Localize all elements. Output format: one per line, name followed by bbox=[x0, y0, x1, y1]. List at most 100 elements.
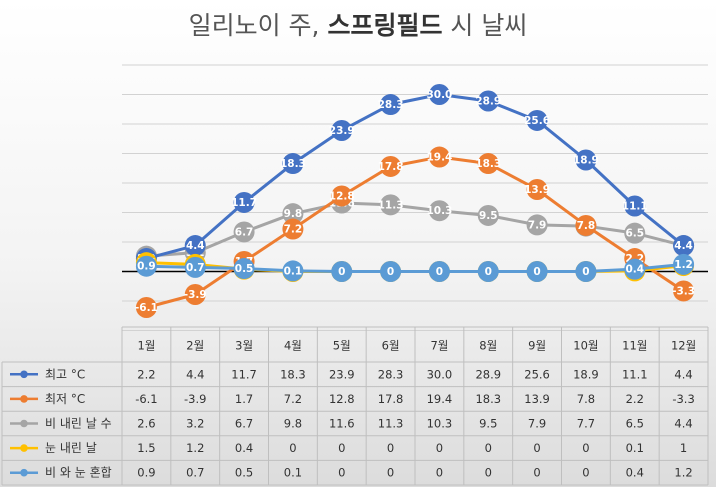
table-cell: 19.4 bbox=[427, 392, 453, 406]
table-cell: 6.7 bbox=[235, 417, 253, 431]
data-label: 7.9 bbox=[528, 219, 547, 231]
data-label: 28.9 bbox=[475, 95, 501, 107]
table-cell: 11.1 bbox=[622, 367, 648, 381]
table-cell: 7.2 bbox=[284, 392, 302, 406]
data-point bbox=[477, 261, 499, 282]
tick-label: 6월 bbox=[382, 339, 400, 353]
data-point bbox=[380, 155, 402, 177]
table-cell: 1.2 bbox=[674, 466, 692, 480]
table-cell: 7.8 bbox=[577, 392, 595, 406]
data-point bbox=[526, 214, 548, 236]
data-label: 10.3 bbox=[426, 205, 452, 217]
data-point bbox=[575, 214, 597, 236]
table-cell: 0.4 bbox=[626, 466, 644, 480]
series-layer: 2.63.26.79.811.611.310.39.57.97.76.54.4-… bbox=[135, 84, 695, 318]
legend-key-marker bbox=[20, 370, 28, 379]
chart-title-part1: 일리노이 주, bbox=[189, 11, 328, 40]
data-point bbox=[184, 235, 206, 257]
table-cell: 1.5 bbox=[137, 441, 155, 455]
data-point bbox=[380, 194, 402, 216]
tick-label: 3월 bbox=[235, 339, 253, 353]
data-point bbox=[331, 119, 353, 141]
series-line bbox=[146, 155, 685, 309]
data-point bbox=[233, 191, 255, 213]
data-label: 18.9 bbox=[573, 154, 599, 166]
table-cell: -3.9 bbox=[184, 392, 206, 406]
chart-title-part2: 스프링필드 bbox=[327, 11, 442, 40]
tick-label: 9월 bbox=[528, 339, 546, 353]
legend-key-marker bbox=[20, 468, 28, 477]
table-cell: 7.9 bbox=[528, 417, 546, 431]
table-cell: 1.7 bbox=[235, 392, 253, 406]
data-point bbox=[624, 258, 646, 280]
tick-label: 4월 bbox=[284, 339, 302, 353]
data-point bbox=[233, 221, 255, 243]
data-point bbox=[526, 261, 548, 282]
tick-label: 10월 bbox=[573, 339, 598, 353]
gridlines bbox=[122, 64, 708, 331]
data-label: 0.9 bbox=[137, 261, 156, 273]
table-cell: 0 bbox=[582, 466, 589, 480]
data-point bbox=[428, 146, 450, 168]
data-point bbox=[526, 178, 548, 200]
table-cell: 11.6 bbox=[329, 417, 355, 431]
data-point bbox=[282, 218, 304, 240]
table-cell: 3.2 bbox=[186, 417, 204, 431]
data-point bbox=[477, 90, 499, 112]
data-point bbox=[575, 261, 597, 282]
table-cell: 0.4 bbox=[235, 441, 253, 455]
table-cell: 0 bbox=[289, 441, 296, 455]
table-cell: 4.4 bbox=[674, 367, 692, 381]
data-label: 0 bbox=[533, 266, 540, 278]
table-cell: 0 bbox=[338, 441, 345, 455]
table-cell: 0.5 bbox=[235, 466, 253, 480]
table-cell: 17.8 bbox=[378, 392, 404, 406]
table-cell: 18.3 bbox=[475, 392, 501, 406]
table-cell: 10.3 bbox=[427, 417, 453, 431]
data-label: 7.2 bbox=[284, 224, 303, 236]
table-cell: 0.7 bbox=[186, 466, 204, 480]
data-label: -3.3 bbox=[672, 285, 695, 297]
data-point bbox=[135, 255, 157, 277]
data-label: 0.5 bbox=[235, 263, 254, 275]
tick-label: 2월 bbox=[186, 339, 204, 353]
series-line bbox=[146, 93, 685, 260]
tick-label: 12월 bbox=[671, 339, 696, 353]
table-cell: 0 bbox=[436, 441, 443, 455]
data-label: 6.5 bbox=[625, 228, 644, 240]
table-cell: 0 bbox=[533, 441, 540, 455]
data-point bbox=[331, 185, 353, 207]
table-cell: 11.7 bbox=[231, 367, 257, 381]
tick-label: 8월 bbox=[479, 339, 497, 353]
data-point bbox=[184, 256, 206, 278]
data-label: 30.0 bbox=[426, 89, 452, 101]
data-point bbox=[624, 195, 646, 217]
table-cell: 0 bbox=[485, 441, 492, 455]
table-cell: 0.9 bbox=[137, 466, 155, 480]
table-cell: 2.2 bbox=[137, 367, 155, 381]
data-point bbox=[233, 258, 255, 280]
table-cell: 0 bbox=[387, 441, 394, 455]
series-line bbox=[146, 201, 684, 258]
tick-label: 11월 bbox=[622, 339, 647, 353]
data-label: 18.3 bbox=[475, 158, 501, 170]
table-cell: 1.2 bbox=[186, 441, 204, 455]
legend-entry: 최고 °C bbox=[45, 367, 85, 381]
table-cell: 2.6 bbox=[137, 417, 155, 431]
data-point bbox=[380, 261, 402, 282]
tick-label: 7월 bbox=[430, 339, 448, 353]
data-point bbox=[331, 261, 353, 282]
data-label: 28.3 bbox=[378, 99, 404, 111]
legend-key-marker bbox=[20, 419, 28, 428]
table-cell: 0.1 bbox=[626, 441, 644, 455]
data-label: 23.9 bbox=[329, 125, 355, 137]
data-label: 0.1 bbox=[284, 265, 303, 277]
legend-entry: 최저 °C bbox=[45, 392, 85, 406]
data-label: 0.7 bbox=[186, 262, 205, 274]
table-cell: 11.3 bbox=[378, 417, 404, 431]
data-point bbox=[526, 109, 548, 131]
data-point bbox=[135, 296, 157, 318]
tick-label: 5월 bbox=[333, 339, 351, 353]
